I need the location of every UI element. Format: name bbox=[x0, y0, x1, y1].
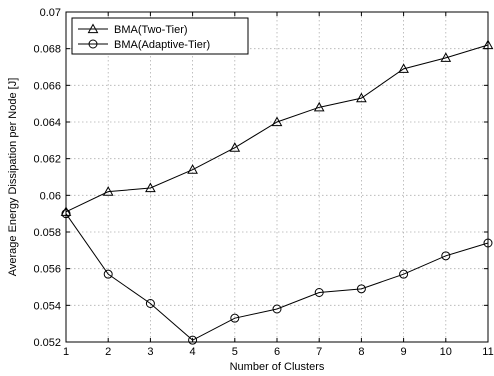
y-tick-label: 0.06 bbox=[40, 190, 61, 202]
data-point-circle bbox=[61, 209, 71, 219]
data-point-circle bbox=[103, 269, 113, 279]
y-axis-label: Average Energy Dissipation per Node [J] bbox=[7, 78, 19, 277]
x-tick-label: 3 bbox=[147, 346, 153, 358]
y-tick-label: 0.054 bbox=[33, 300, 61, 312]
data-point-circle bbox=[272, 304, 282, 314]
legend-marker-circle bbox=[88, 39, 98, 49]
x-tick-label: 10 bbox=[440, 346, 452, 358]
legend-label: BMA(Adaptive-Tier) bbox=[114, 39, 210, 51]
y-tick-label: 0.07 bbox=[40, 7, 61, 19]
legend-label: BMA(Two-Tier) bbox=[114, 24, 188, 36]
x-tick-label: 9 bbox=[401, 346, 407, 358]
data-point-triangle bbox=[102, 186, 114, 196]
legend-marker-triangle bbox=[87, 23, 99, 34]
data-point-triangle bbox=[60, 206, 72, 216]
x-tick-label: 11 bbox=[482, 346, 493, 358]
data-point-circle bbox=[230, 313, 240, 323]
data-point-triangle bbox=[187, 164, 198, 174]
y-tick-label: 0.056 bbox=[33, 264, 61, 276]
data-point-triangle bbox=[398, 63, 409, 73]
x-tick-label: 1 bbox=[63, 346, 69, 358]
y-tick-label: 0.062 bbox=[33, 154, 61, 166]
data-point-circle bbox=[314, 288, 324, 297]
y-tick-label: 0.058 bbox=[33, 227, 61, 239]
series-line bbox=[65, 213, 489, 341]
legend-entry: BMA(Adaptive-Tier) bbox=[78, 39, 210, 51]
x-tick-label: 8 bbox=[358, 346, 364, 358]
series-group bbox=[60, 39, 494, 345]
series-adaptive-tier bbox=[61, 209, 493, 345]
data-point-circle bbox=[145, 299, 155, 308]
data-point-circle bbox=[483, 238, 493, 248]
data-point-triangle bbox=[440, 52, 452, 62]
x-tick-label: 2 bbox=[105, 346, 111, 358]
y-tick-label: 0.068 bbox=[33, 44, 61, 56]
data-point-triangle bbox=[356, 92, 367, 103]
legend: BMA(Two-Tier) BMA(Adaptive-Tier) bbox=[71, 17, 249, 55]
data-point-circle bbox=[441, 251, 451, 261]
y-axis-ticks: 0.052 0.054 0.056 0.058 0.06 0.062 0.064 0.066 0… bbox=[33, 7, 488, 349]
data-point-triangle bbox=[482, 39, 494, 50]
data-point-triangle bbox=[313, 101, 325, 112]
x-axis-label: Number of Clusters bbox=[230, 361, 325, 373]
data-point-circle bbox=[356, 284, 366, 294]
y-tick-label: 0.052 bbox=[33, 337, 61, 349]
grid bbox=[66, 12, 488, 342]
data-point-circle bbox=[188, 335, 198, 345]
x-axis-ticks: 1 2 3 4 5 6 7 8 9 10 11 bbox=[63, 12, 494, 358]
x-tick-label: 4 bbox=[190, 346, 196, 358]
data-point-triangle bbox=[271, 116, 283, 127]
series-two-tier bbox=[60, 39, 494, 216]
y-tick-label: 0.066 bbox=[33, 80, 61, 92]
x-tick-label: 6 bbox=[274, 346, 280, 358]
legend-box bbox=[71, 17, 249, 55]
data-point-circle bbox=[399, 269, 409, 279]
x-tick-label: 7 bbox=[316, 346, 322, 358]
data-point-triangle bbox=[145, 182, 156, 193]
data-point-triangle bbox=[229, 142, 241, 152]
legend-entry: BMA(Two-Tier) bbox=[78, 23, 188, 36]
series-line bbox=[65, 44, 489, 213]
y-tick-label: 0.064 bbox=[33, 117, 61, 129]
x-tick-label: 5 bbox=[232, 346, 238, 358]
